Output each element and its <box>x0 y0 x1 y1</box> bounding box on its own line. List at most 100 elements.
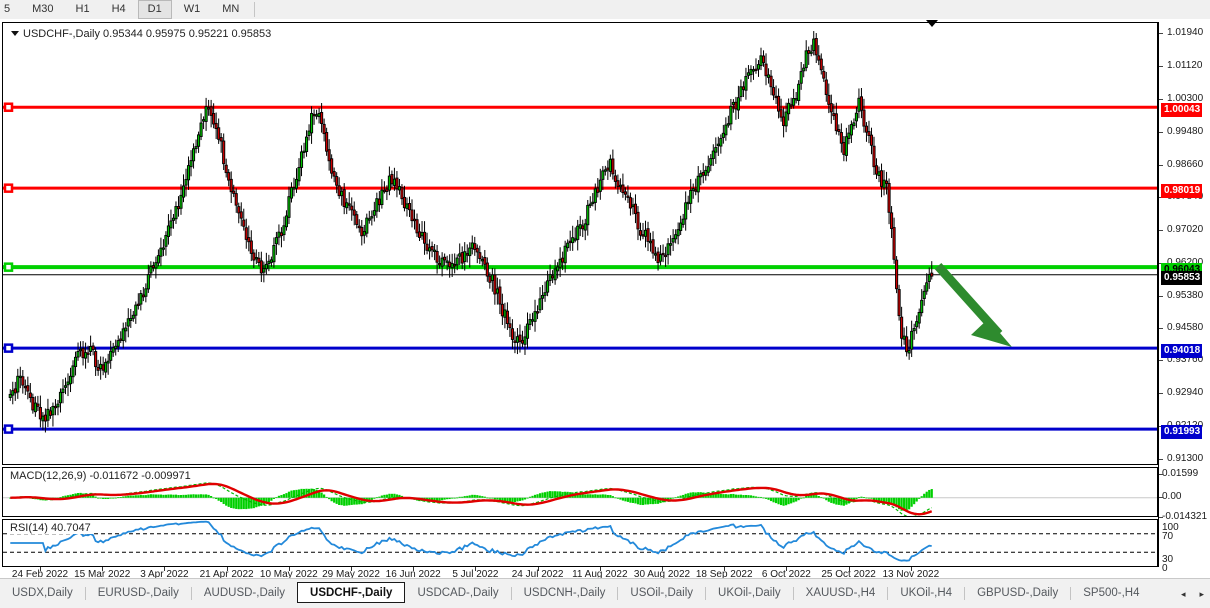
macd-histogram-bar <box>297 489 301 498</box>
down-arrow-annotation[interactable] <box>934 262 1012 347</box>
timeframe-mn[interactable]: MN <box>222 3 240 15</box>
price-level-badge-resistance[interactable]: 1.00043 <box>1161 103 1203 118</box>
chart-tab-usdchf--daily[interactable]: USDCHF-,Daily <box>297 582 406 603</box>
macd-histogram-bar <box>807 495 810 498</box>
date-tick <box>102 567 104 571</box>
chart-tab-usdx-daily[interactable]: USDX,Daily <box>12 586 73 599</box>
macd-histogram-bar <box>275 497 278 499</box>
chart-tab-sp500--h4[interactable]: SP500-,H4 <box>1083 586 1140 599</box>
level-handle[interactable] <box>3 183 14 193</box>
chart-tab-usoil--daily[interactable]: USOil-,Daily <box>630 586 694 599</box>
candle-body <box>212 113 216 125</box>
level-handle[interactable] <box>3 102 14 112</box>
candle-body <box>392 178 396 186</box>
price-axis[interactable]: 1.019401.011201.003000.994800.986600.978… <box>1158 22 1210 574</box>
candle-body <box>149 266 153 274</box>
candle-body <box>385 188 389 192</box>
timeframe-5[interactable]: 5 <box>4 3 11 15</box>
candle-body <box>847 132 851 139</box>
candle-body <box>116 340 120 347</box>
timeframe-w1[interactable]: W1 <box>183 3 201 15</box>
macd-histogram-bar <box>546 491 549 498</box>
date-tick-label: 15 Mar 2022 <box>74 569 131 580</box>
price-level-badge-support[interactable]: 0.94018 <box>1161 344 1203 359</box>
macd-histogram-bar <box>257 497 260 507</box>
price-pane[interactable]: USDCHF-,Daily 0.95344 0.95975 0.95221 0.… <box>2 22 1158 465</box>
macd-histogram-bar <box>724 494 727 498</box>
macd-histogram-bar <box>461 496 464 498</box>
candle-body <box>121 328 125 342</box>
price-level-badge-resistance[interactable]: 0.98019 <box>1161 184 1203 199</box>
chart-tab-gbpusd--daily[interactable]: GBPUSD-,Daily <box>977 586 1059 599</box>
chart-tab-ukoil--daily[interactable]: UKOil-,Daily <box>718 586 781 599</box>
macd-histogram-bar <box>205 494 208 498</box>
macd-histogram-bar <box>107 497 110 499</box>
chart-tab-bar[interactable]: USDX,Daily EURUSD-,Daily AUDUSD-,Daily USDC… <box>0 578 1210 608</box>
candle-body <box>455 257 459 266</box>
macd-histogram-bar <box>885 497 888 502</box>
candle-body <box>581 225 585 230</box>
timeframe-h1[interactable]: H1 <box>75 3 90 15</box>
candle-body <box>129 317 133 321</box>
candle-body <box>109 350 113 361</box>
macd-histogram-bar <box>822 497 825 499</box>
macd-histogram-bar <box>154 494 157 498</box>
chart-tab-ukoil--h4[interactable]: UKOil-,H4 <box>900 586 953 599</box>
chevron-down-icon[interactable] <box>11 30 19 36</box>
chart-tab-usdcnh--daily[interactable]: USDCNH-,Daily <box>523 586 606 599</box>
level-handle[interactable] <box>3 262 14 272</box>
chart-tab-audusd--daily[interactable]: AUDUSD-,Daily <box>203 586 286 599</box>
macd-histogram-bar <box>852 497 856 501</box>
chart-area[interactable]: USDCHF-,Daily 0.95344 0.95975 0.95221 0.… <box>0 19 1210 580</box>
candle-body <box>21 376 25 386</box>
chart-symbol-label: USDCHF-,Daily 0.95344 0.95975 0.95221 0.… <box>9 28 274 40</box>
macd-histogram-bar <box>641 497 645 506</box>
macd-histogram-bar <box>752 495 755 498</box>
timeframe-m30[interactable]: M30 <box>32 3 54 15</box>
candle-body <box>900 316 904 339</box>
candle-body <box>490 274 494 282</box>
macd-histogram-bar <box>446 497 449 500</box>
candle-body <box>468 247 472 257</box>
date-tick <box>910 567 912 571</box>
macd-histogram-bar <box>197 494 200 498</box>
macd-histogram-bar <box>923 493 926 498</box>
candle-body <box>174 206 178 220</box>
chart-tab-eurusd--daily[interactable]: EURUSD-,Daily <box>97 586 179 599</box>
macd-histogram-bar <box>112 497 115 499</box>
macd-histogram-bar <box>451 497 454 499</box>
macd-histogram-bar <box>827 497 830 502</box>
price-level-badge-support[interactable]: 0.91993 <box>1161 425 1203 440</box>
candle-body <box>774 95 778 99</box>
macd-histogram-bar <box>636 497 640 505</box>
macd-histogram-bar <box>875 497 878 502</box>
candle-body <box>397 186 401 191</box>
macd-histogram-bar <box>343 497 346 506</box>
tab-separator <box>792 587 794 600</box>
candle-body <box>473 243 477 250</box>
timeframe-h4[interactable]: H4 <box>111 3 126 15</box>
macd-histogram-bar <box>267 497 270 503</box>
tab-scroll-arrows[interactable]: ◂ ▸ <box>1181 579 1210 608</box>
macd-histogram-bar <box>714 493 717 498</box>
timeframe-d1[interactable]: D1 <box>137 0 172 19</box>
macd-histogram-bar <box>882 497 886 502</box>
macd-histogram-bar <box>478 495 481 498</box>
macd-histogram-bar <box>247 497 250 509</box>
tab-scroll-right-icon[interactable]: ▸ <box>1199 588 1204 599</box>
macd-histogram-bar <box>255 497 258 508</box>
candle-body <box>716 143 720 147</box>
macd-histogram-bar <box>94 496 97 498</box>
date-tick <box>164 567 166 571</box>
candle-body <box>420 232 424 237</box>
chart-tab-xauusd--h4[interactable]: XAUUSD-,H4 <box>805 586 876 599</box>
tab-separator <box>84 587 86 600</box>
rsi-pane[interactable]: RSI(14) 40.7047 <box>2 519 1158 567</box>
level-handle[interactable] <box>3 343 14 353</box>
candle-body <box>892 227 896 260</box>
tab-scroll-left-icon[interactable]: ◂ <box>1180 588 1186 599</box>
level-handle[interactable] <box>3 424 14 434</box>
candle-body <box>912 328 916 332</box>
macd-pane[interactable]: MACD(12,26,9) -0.011672 -0.009971 <box>2 467 1158 517</box>
chart-tab-usdcad--daily[interactable]: USDCAD-,Daily <box>417 586 499 599</box>
